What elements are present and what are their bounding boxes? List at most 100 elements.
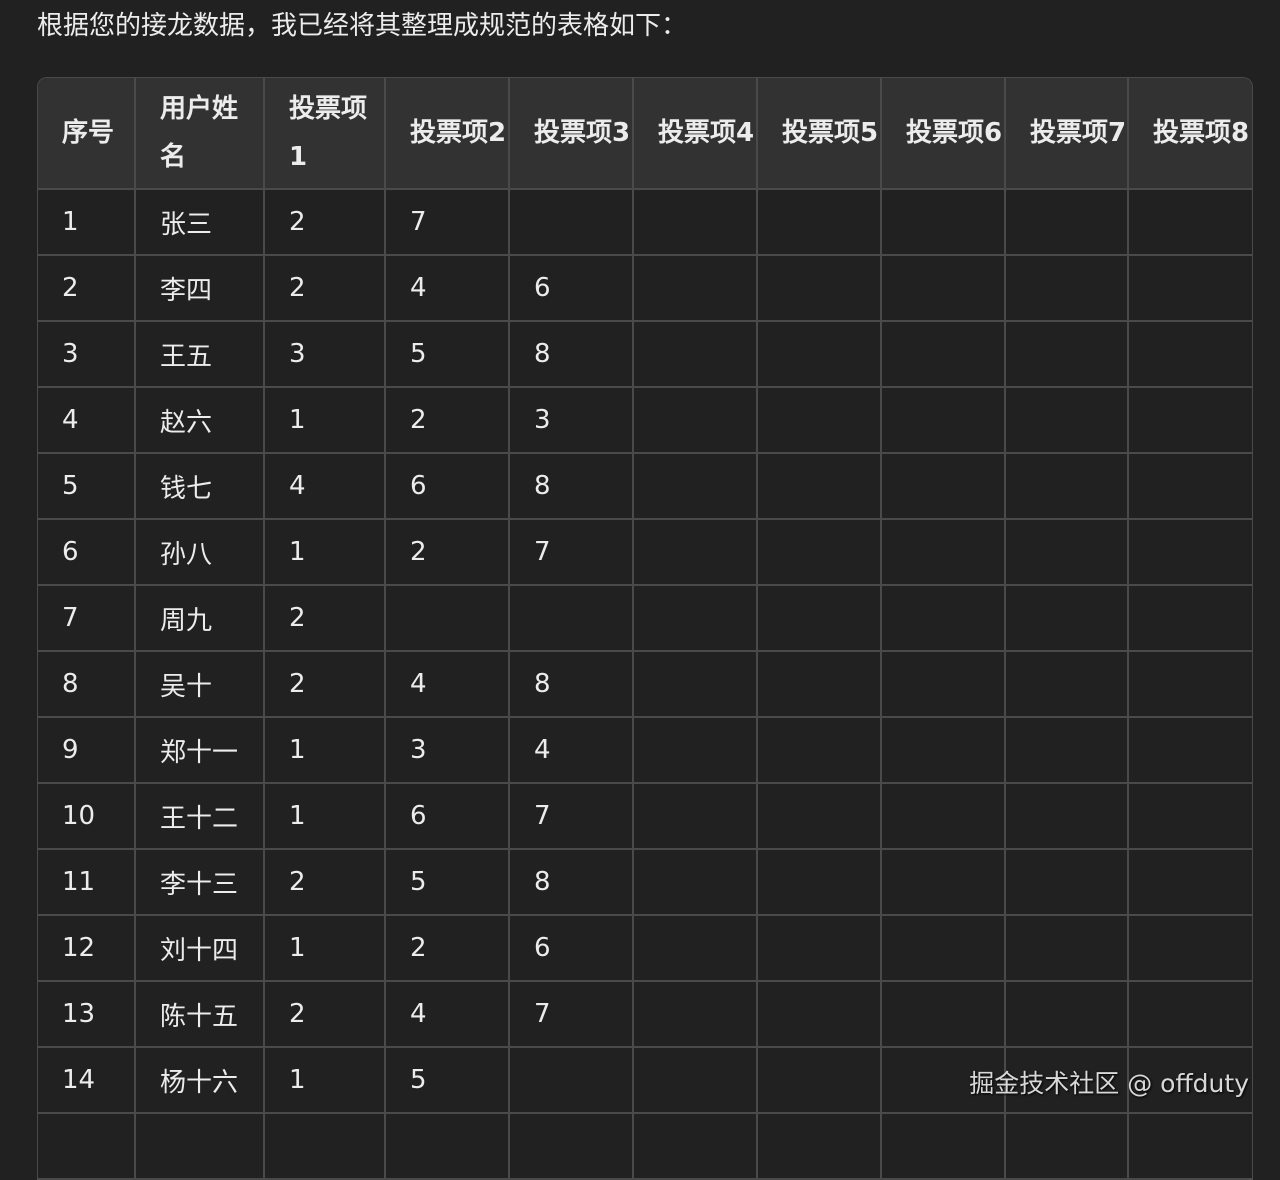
cell-vote5 bbox=[756, 782, 882, 850]
cell-vote7 bbox=[1004, 452, 1129, 520]
cell-vote8 bbox=[1127, 782, 1252, 850]
cell-vote8 bbox=[1127, 452, 1252, 520]
cell-vote2: 4 bbox=[384, 980, 510, 1048]
table-row: 5 钱七 4 6 8 bbox=[38, 452, 1252, 520]
cell-vote4 bbox=[632, 518, 758, 586]
cell-vote6 bbox=[880, 452, 1006, 520]
cell-user-name: 周九 bbox=[134, 584, 265, 652]
cell-vote4 bbox=[632, 452, 758, 520]
cell-vote7 bbox=[1004, 320, 1129, 388]
cell-vote4 bbox=[632, 716, 758, 784]
cell-vote1: 1 bbox=[263, 518, 386, 586]
cell-vote6 bbox=[880, 320, 1006, 388]
cell-vote4 bbox=[632, 584, 758, 652]
cell-vote4 bbox=[632, 254, 758, 322]
cell-user-name: 王十二 bbox=[134, 782, 265, 850]
cell-index: 12 bbox=[38, 914, 136, 982]
cell-vote2: 5 bbox=[384, 320, 510, 388]
cell-vote7 bbox=[1004, 254, 1129, 322]
cell-vote7 bbox=[1004, 914, 1129, 982]
cell-vote6 bbox=[880, 1046, 1006, 1114]
cell-vote6 bbox=[880, 716, 1006, 784]
cell-vote8 bbox=[1127, 980, 1252, 1048]
cell-vote2: 3 bbox=[384, 716, 510, 784]
cell-vote4 bbox=[632, 188, 758, 256]
cell-vote5 bbox=[756, 848, 882, 916]
cell-vote7 bbox=[1004, 980, 1129, 1048]
cell-vote2: 7 bbox=[384, 188, 510, 256]
cell-vote3: 8 bbox=[508, 452, 634, 520]
cell-vote7 bbox=[1004, 584, 1129, 652]
cell-vote6 bbox=[880, 188, 1006, 256]
cell-vote2: 2 bbox=[384, 386, 510, 454]
cell-vote1: 2 bbox=[263, 650, 386, 718]
cell-vote7 bbox=[1004, 188, 1129, 256]
cell-vote5 bbox=[756, 914, 882, 982]
cell-vote3 bbox=[508, 1046, 634, 1114]
table-row: 1 张三 2 7 bbox=[38, 188, 1252, 256]
cell-vote1: 2 bbox=[263, 254, 386, 322]
watermark: 掘金技术社区 @ offduty bbox=[969, 1069, 1249, 1098]
cell-vote3: 4 bbox=[508, 716, 634, 784]
column-header-vote1: 投票项1 bbox=[263, 78, 386, 190]
cell-empty bbox=[632, 1112, 758, 1180]
cell-vote3: 8 bbox=[508, 320, 634, 388]
cell-vote1: 3 bbox=[263, 320, 386, 388]
cell-vote3: 8 bbox=[508, 650, 634, 718]
table-row-partial bbox=[38, 1112, 1252, 1180]
cell-vote3: 7 bbox=[508, 518, 634, 586]
cell-vote7 bbox=[1004, 650, 1129, 718]
cell-vote8 bbox=[1127, 254, 1252, 322]
column-header-vote4: 投票项4 bbox=[632, 78, 758, 190]
cell-vote8 bbox=[1127, 188, 1252, 256]
cell-vote5 bbox=[756, 584, 882, 652]
cell-vote6 bbox=[880, 980, 1006, 1048]
table-row: 14 杨十六 1 5 bbox=[38, 1046, 1252, 1114]
cell-vote5 bbox=[756, 1046, 882, 1114]
table-row: 13 陈十五 2 4 7 bbox=[38, 980, 1252, 1048]
cell-index: 7 bbox=[38, 584, 136, 652]
cell-index: 6 bbox=[38, 518, 136, 586]
cell-vote3: 8 bbox=[508, 848, 634, 916]
table-row: 12 刘十四 1 2 6 bbox=[38, 914, 1252, 982]
cell-vote5 bbox=[756, 980, 882, 1048]
cell-vote2: 4 bbox=[384, 254, 510, 322]
column-header-vote2: 投票项2 bbox=[384, 78, 510, 190]
cell-vote2: 2 bbox=[384, 518, 510, 586]
cell-index: 8 bbox=[38, 650, 136, 718]
cell-vote8 bbox=[1127, 848, 1252, 916]
cell-user-name: 陈十五 bbox=[134, 980, 265, 1048]
column-header-user-name: 用户姓名 bbox=[134, 78, 265, 190]
cell-vote1: 2 bbox=[263, 584, 386, 652]
cell-vote4 bbox=[632, 386, 758, 454]
cell-user-name: 李十三 bbox=[134, 848, 265, 916]
cell-vote5 bbox=[756, 716, 882, 784]
cell-vote1: 1 bbox=[263, 914, 386, 982]
cell-vote6 bbox=[880, 518, 1006, 586]
cell-vote3: 7 bbox=[508, 980, 634, 1048]
cell-index: 9 bbox=[38, 716, 136, 784]
cell-vote3: 6 bbox=[508, 914, 634, 982]
cell-vote6 bbox=[880, 254, 1006, 322]
cell-vote8 bbox=[1127, 914, 1252, 982]
cell-vote7 bbox=[1004, 782, 1129, 850]
cell-vote1: 1 bbox=[263, 782, 386, 850]
cell-vote5 bbox=[756, 188, 882, 256]
cell-user-name: 刘十四 bbox=[134, 914, 265, 982]
cell-index: 4 bbox=[38, 386, 136, 454]
cell-vote2 bbox=[384, 584, 510, 652]
table-row: 11 李十三 2 5 8 bbox=[38, 848, 1252, 916]
cell-vote4 bbox=[632, 650, 758, 718]
cell-vote3 bbox=[508, 188, 634, 256]
cell-vote6 bbox=[880, 584, 1006, 652]
cell-vote1: 4 bbox=[263, 452, 386, 520]
cell-vote5 bbox=[756, 320, 882, 388]
column-header-vote7: 投票项7 bbox=[1004, 78, 1129, 190]
cell-user-name: 孙八 bbox=[134, 518, 265, 586]
cell-vote6 bbox=[880, 650, 1006, 718]
cell-empty bbox=[384, 1112, 510, 1180]
cell-user-name: 王五 bbox=[134, 320, 265, 388]
table-row: 6 孙八 1 2 7 bbox=[38, 518, 1252, 586]
cell-vote4 bbox=[632, 1046, 758, 1114]
cell-vote3: 3 bbox=[508, 386, 634, 454]
